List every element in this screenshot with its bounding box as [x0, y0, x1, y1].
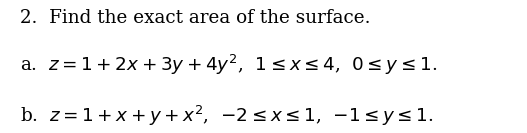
Text: b.  $z = 1 + x + y + x^2$,  $-2 \leq x \leq 1$,  $-1 \leq y \leq 1$.: b. $z = 1 + x + y + x^2$, $-2 \leq x \le…: [20, 104, 434, 128]
Text: a.  $z = 1 + 2x + 3y + 4y^2$,  $1 \leq x \leq 4$,  $0 \leq y \leq 1$.: a. $z = 1 + 2x + 3y + 4y^2$, $1 \leq x \…: [20, 53, 437, 77]
Text: 2.  Find the exact area of the surface.: 2. Find the exact area of the surface.: [20, 9, 370, 27]
